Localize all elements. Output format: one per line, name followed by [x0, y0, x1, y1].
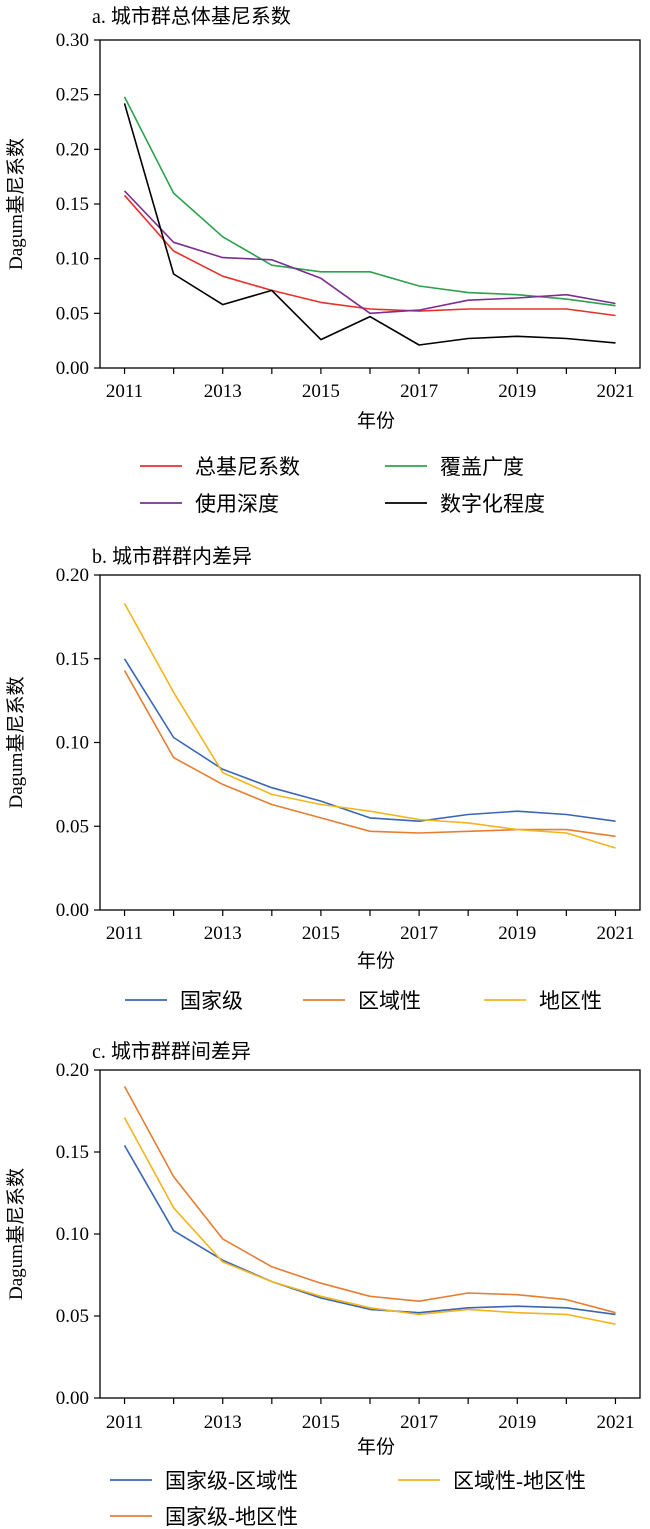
y-tick-label: 0.20 [56, 1060, 89, 1081]
y-tick-label: 0.15 [56, 1142, 89, 1163]
x-tick-label: 2015 [302, 923, 340, 944]
x-tick-label: 2019 [498, 381, 536, 402]
x-tick-label: 2021 [596, 381, 634, 402]
legend-label: 国家级 [180, 989, 243, 1013]
y-tick-label: 0.00 [56, 900, 89, 921]
chart-title: a. 城市群总体基尼系数 [92, 5, 291, 28]
y-tick-label: 0.20 [56, 139, 89, 160]
legend-label: 国家级-区域性 [165, 1469, 298, 1493]
series-line-2 [123, 96, 616, 307]
chart-title: c. 城市群群间差异 [92, 1040, 251, 1063]
chart-title: b. 城市群群内差异 [92, 545, 252, 568]
y-tick-label: 0.00 [56, 1388, 89, 1409]
plot-frame [99, 39, 641, 369]
y-tick-label: 0.20 [56, 565, 89, 586]
x-tick-label: 2021 [596, 1412, 634, 1433]
chart-panel-3: c. 城市群群间差异 0.00 0.05 0.10 0.15 0.20 2011 2013 20… [5, 1040, 641, 1529]
legend-label: 区域性-地区性 [453, 1469, 586, 1493]
y-axis-label: Dagum基尼系数 [5, 677, 27, 809]
x-tick-label: 2019 [498, 1412, 536, 1433]
series-line-1 [123, 194, 616, 317]
legend-label: 使用深度 [195, 492, 279, 516]
legend-label: 地区性 [539, 989, 602, 1013]
x-tick-label: 2011 [106, 923, 143, 944]
x-tick-label: 2017 [400, 923, 438, 944]
y-tick-label: 0.10 [56, 733, 89, 754]
x-tick-label: 2013 [204, 923, 242, 944]
y-tick-label: 0.05 [56, 816, 89, 837]
legend-label: 总基尼系数 [195, 455, 300, 479]
y-tick-label: 0.25 [56, 85, 89, 106]
x-tick-label: 2021 [596, 923, 634, 944]
x-tick-label: 2017 [400, 381, 438, 402]
chart-panel-2: b. 城市群群内差异 0.00 0.05 0.10 0.15 0.20 2011 2013 20… [5, 545, 641, 1013]
y-tick-label: 0.15 [56, 194, 89, 215]
series-line-2 [123, 670, 616, 838]
x-tick-label: 2017 [400, 1412, 438, 1433]
x-tick-label: 2013 [204, 1412, 242, 1433]
series-line-3 [123, 1086, 616, 1314]
legend-label: 数字化程度 [440, 492, 545, 516]
series-line-1 [123, 658, 616, 823]
x-tick-label: 2015 [302, 1412, 340, 1433]
x-tick-label: 2011 [106, 1412, 143, 1433]
y-tick-label: 0.05 [56, 1306, 89, 1327]
y-tick-label: 0.15 [56, 649, 89, 670]
legend-label: 国家级-地区性 [165, 1505, 298, 1529]
legend-label: 覆盖广度 [440, 455, 524, 479]
x-tick-label: 2011 [106, 381, 143, 402]
y-tick-label: 0.05 [56, 303, 89, 324]
x-axis-label: 年份 [357, 950, 395, 972]
x-tick-label: 2015 [302, 381, 340, 402]
y-axis-label: Dagum基尼系数 [5, 1168, 27, 1300]
x-tick-label: 2013 [204, 381, 242, 402]
y-tick-label: 0.10 [56, 249, 89, 270]
x-axis-label: 年份 [357, 1436, 395, 1458]
y-tick-label: 0.00 [56, 358, 89, 379]
series-line-3 [123, 603, 616, 849]
y-tick-label: 0.10 [56, 1224, 89, 1245]
chart-panel-1: a. 城市群总体基尼系数 0.00 0.05 0.10 0.15 0.20 0.25 0.30… [5, 5, 641, 516]
series-line-2 [123, 1117, 616, 1325]
y-axis-label: Dagum基尼系数 [5, 138, 27, 270]
series-line-3 [123, 190, 616, 315]
series-line-4 [123, 103, 616, 346]
legend-label: 区域性 [358, 989, 421, 1013]
x-tick-label: 2019 [498, 923, 536, 944]
x-axis-label: 年份 [357, 410, 395, 432]
series-line-1 [123, 1145, 616, 1316]
plot-frame [99, 1069, 641, 1399]
y-tick-label: 0.30 [56, 30, 89, 51]
